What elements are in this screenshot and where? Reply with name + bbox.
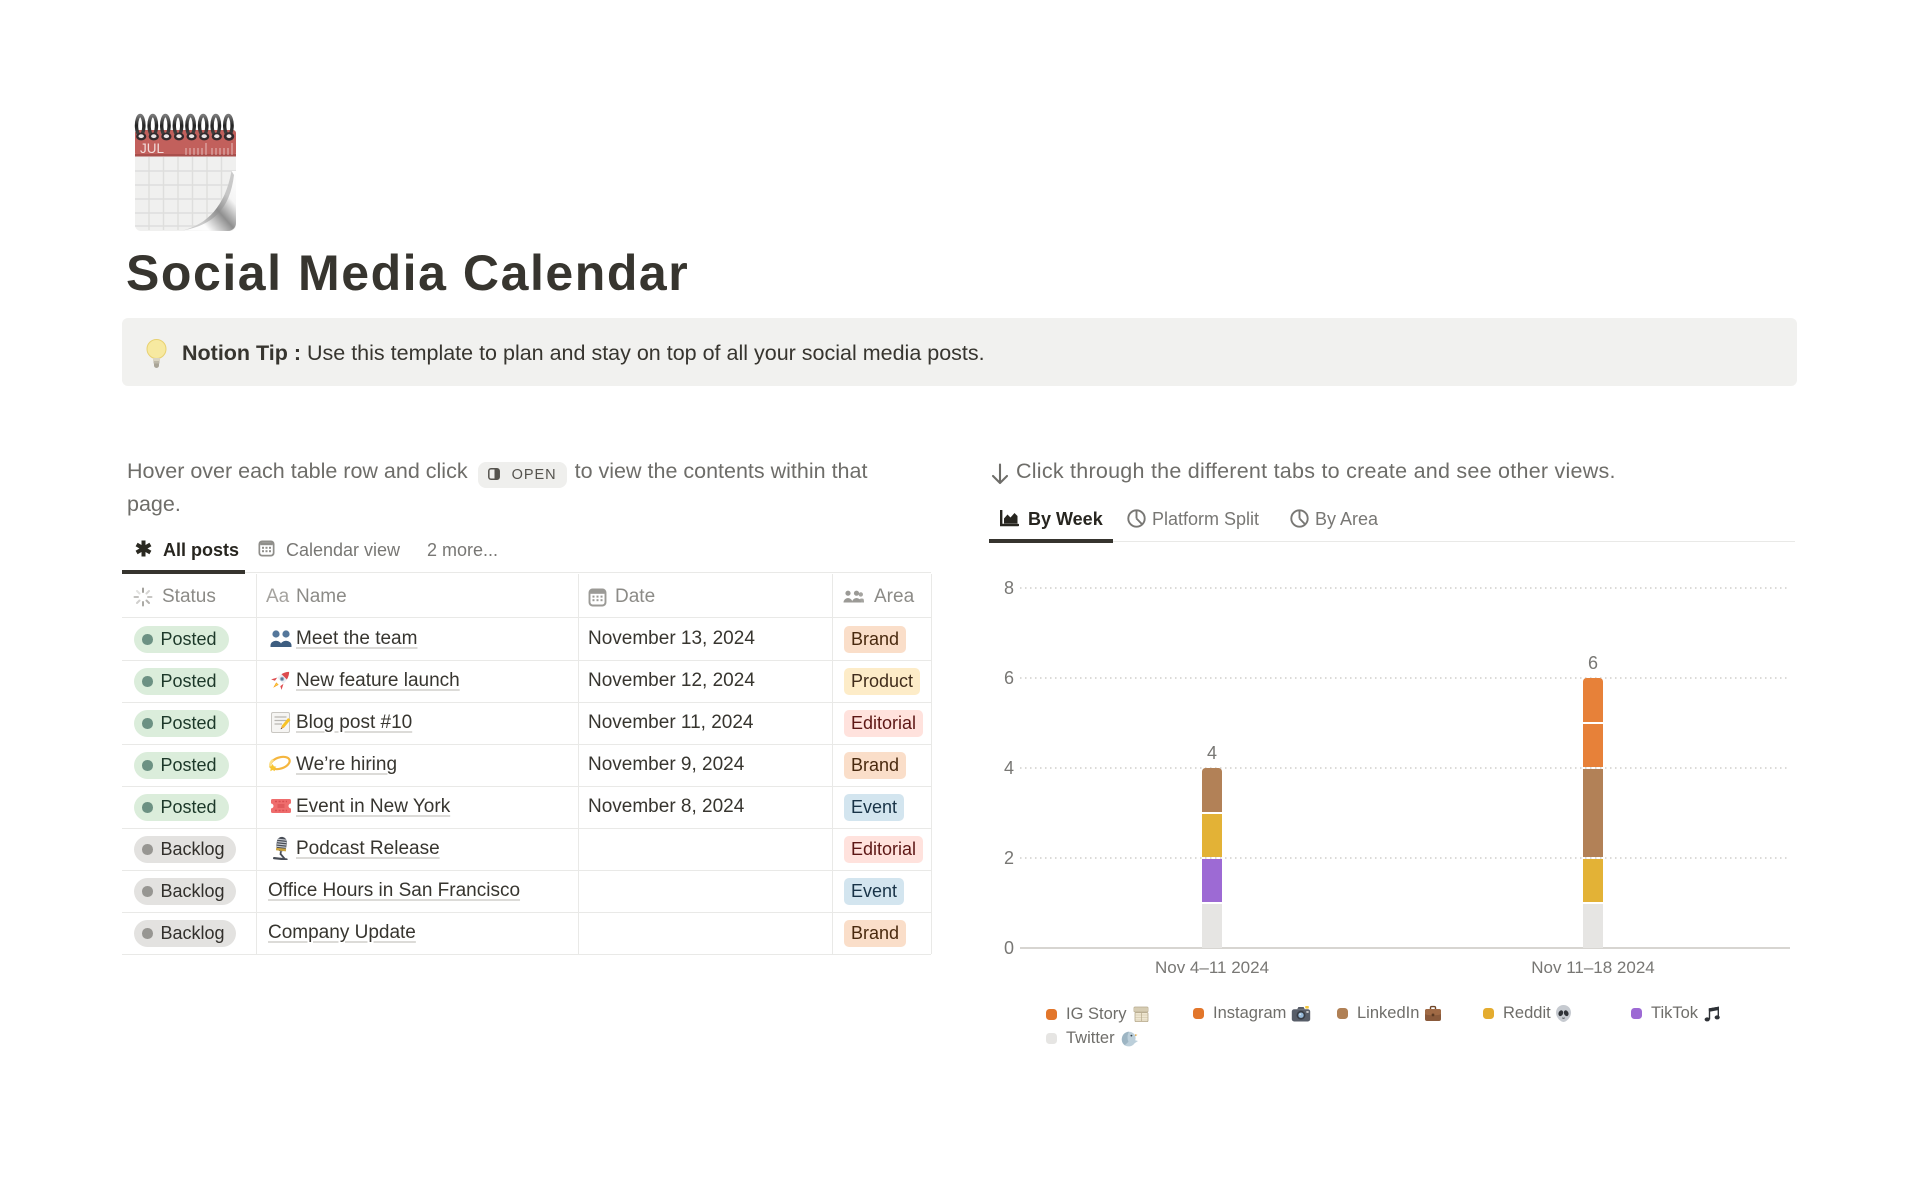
svg-text:JUL: JUL <box>140 141 164 156</box>
